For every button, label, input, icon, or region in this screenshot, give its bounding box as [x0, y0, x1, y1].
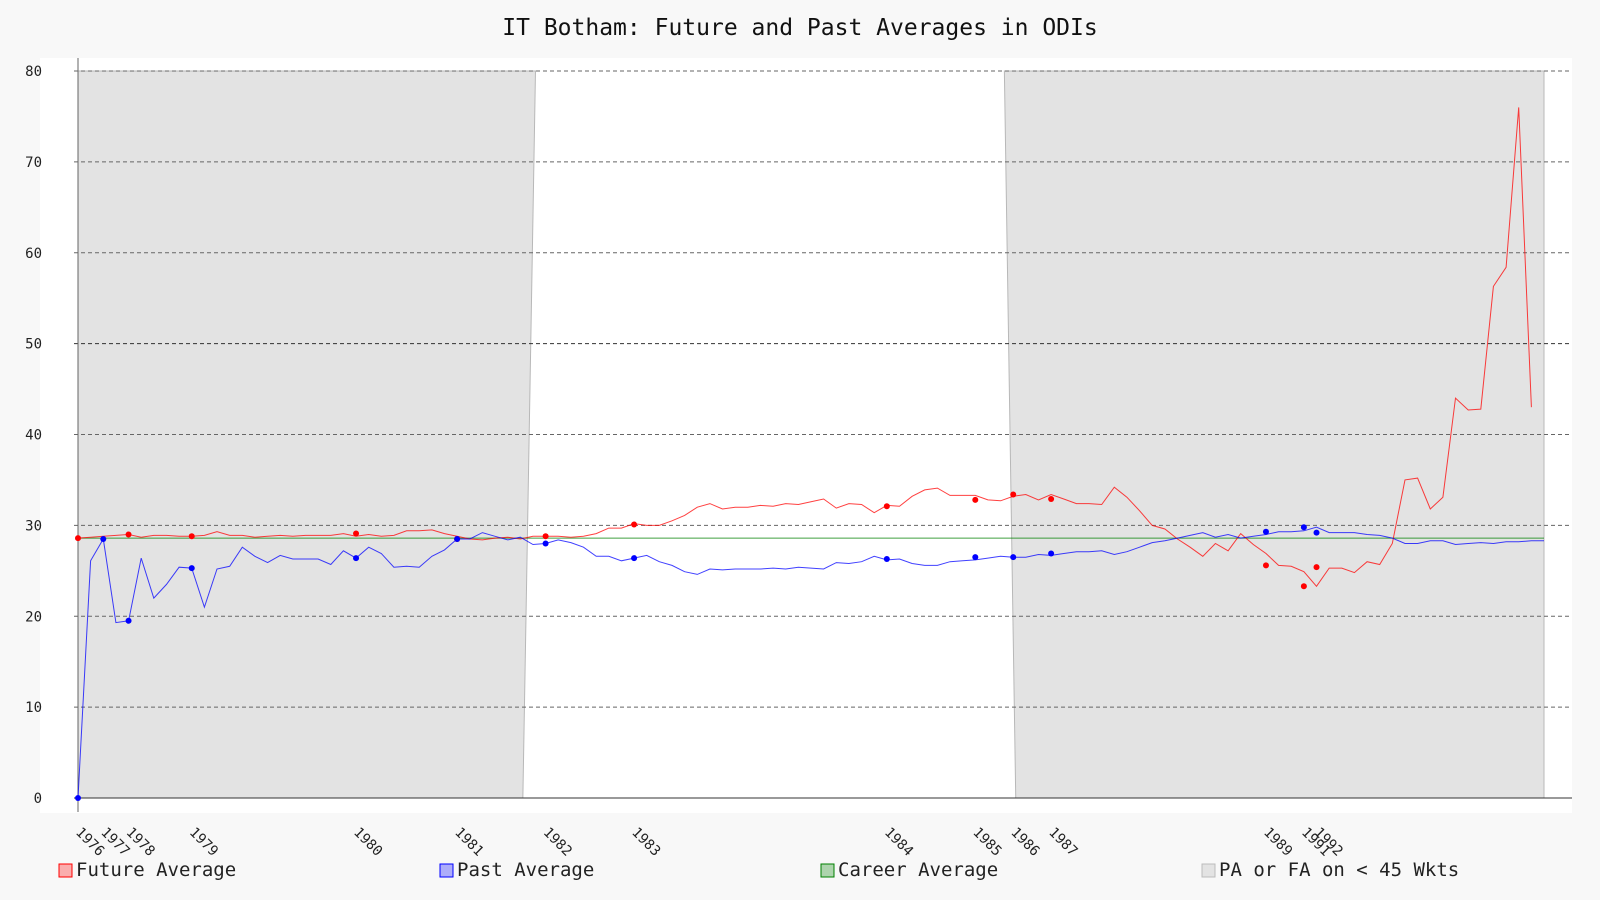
- chart-title: IT Botham: Future and Past Averages in O…: [502, 15, 1097, 41]
- y-tick-label-60: 60: [25, 246, 42, 262]
- future-marker-12: [1262, 562, 1269, 569]
- legend-label-shade: PA or FA on < 45 Wkts: [1219, 859, 1459, 881]
- future-marker-3: [188, 533, 195, 540]
- past-marker-8: [631, 555, 638, 562]
- legend-label-future: Future Average: [76, 859, 236, 881]
- future-marker-6: [542, 533, 549, 540]
- future-marker-11: [1048, 496, 1055, 503]
- legend-label-career: Career Average: [838, 859, 998, 881]
- y-tick-label-10: 10: [25, 700, 42, 716]
- legend-swatch-future: [58, 863, 73, 878]
- axes: [74, 58, 1572, 812]
- legend-swatch-career: [820, 863, 835, 878]
- past-marker-9: [883, 555, 890, 562]
- past-marker-4: [188, 565, 195, 572]
- legend: Future Average Past Average Career Average…: [58, 859, 1459, 881]
- gridlines: 0 10 20 30 40 50 60 70 80: [25, 64, 1572, 807]
- legend-swatch-shade: [1201, 863, 1216, 878]
- legend-label-past: Past Average: [457, 859, 594, 881]
- future-average-line: [77, 107, 1532, 588]
- future-marker-2: [125, 531, 132, 538]
- past-marker-7: [542, 540, 549, 547]
- future-marker-9: [972, 496, 979, 503]
- past-marker-2: [100, 536, 107, 543]
- future-marker-8: [883, 503, 890, 510]
- past-marker-5: [353, 555, 360, 562]
- past-marker-15: [1313, 529, 1320, 536]
- past-marker-12: [1048, 550, 1055, 557]
- y-tick-label-30: 30: [25, 518, 42, 534]
- past-marker-10: [972, 554, 979, 561]
- past-marker-14: [1300, 524, 1307, 531]
- future-marker-14: [1313, 564, 1320, 571]
- future-marker-10: [1010, 491, 1017, 498]
- series-markers: [75, 491, 1320, 801]
- future-marker-4: [353, 530, 360, 537]
- y-tick-label-50: 50: [25, 337, 42, 353]
- y-tick-label-0: 0: [34, 791, 42, 807]
- past-marker-6: [454, 536, 461, 543]
- y-tick-label-40: 40: [25, 428, 42, 444]
- y-tick-label-70: 70: [25, 155, 42, 171]
- y-tick-label-20: 20: [25, 609, 42, 625]
- future-marker-1: [75, 535, 81, 542]
- past-average-line: [77, 526, 1544, 799]
- future-marker-7: [631, 521, 638, 528]
- legend-swatch-past: [439, 863, 454, 878]
- series-lines: [77, 107, 1544, 799]
- past-marker-3: [125, 617, 132, 624]
- past-marker-11: [1010, 554, 1017, 561]
- future-marker-13: [1300, 583, 1307, 590]
- y-tick-label-80: 80: [25, 64, 42, 80]
- past-marker-1: [75, 795, 81, 801]
- past-marker-13: [1262, 528, 1269, 535]
